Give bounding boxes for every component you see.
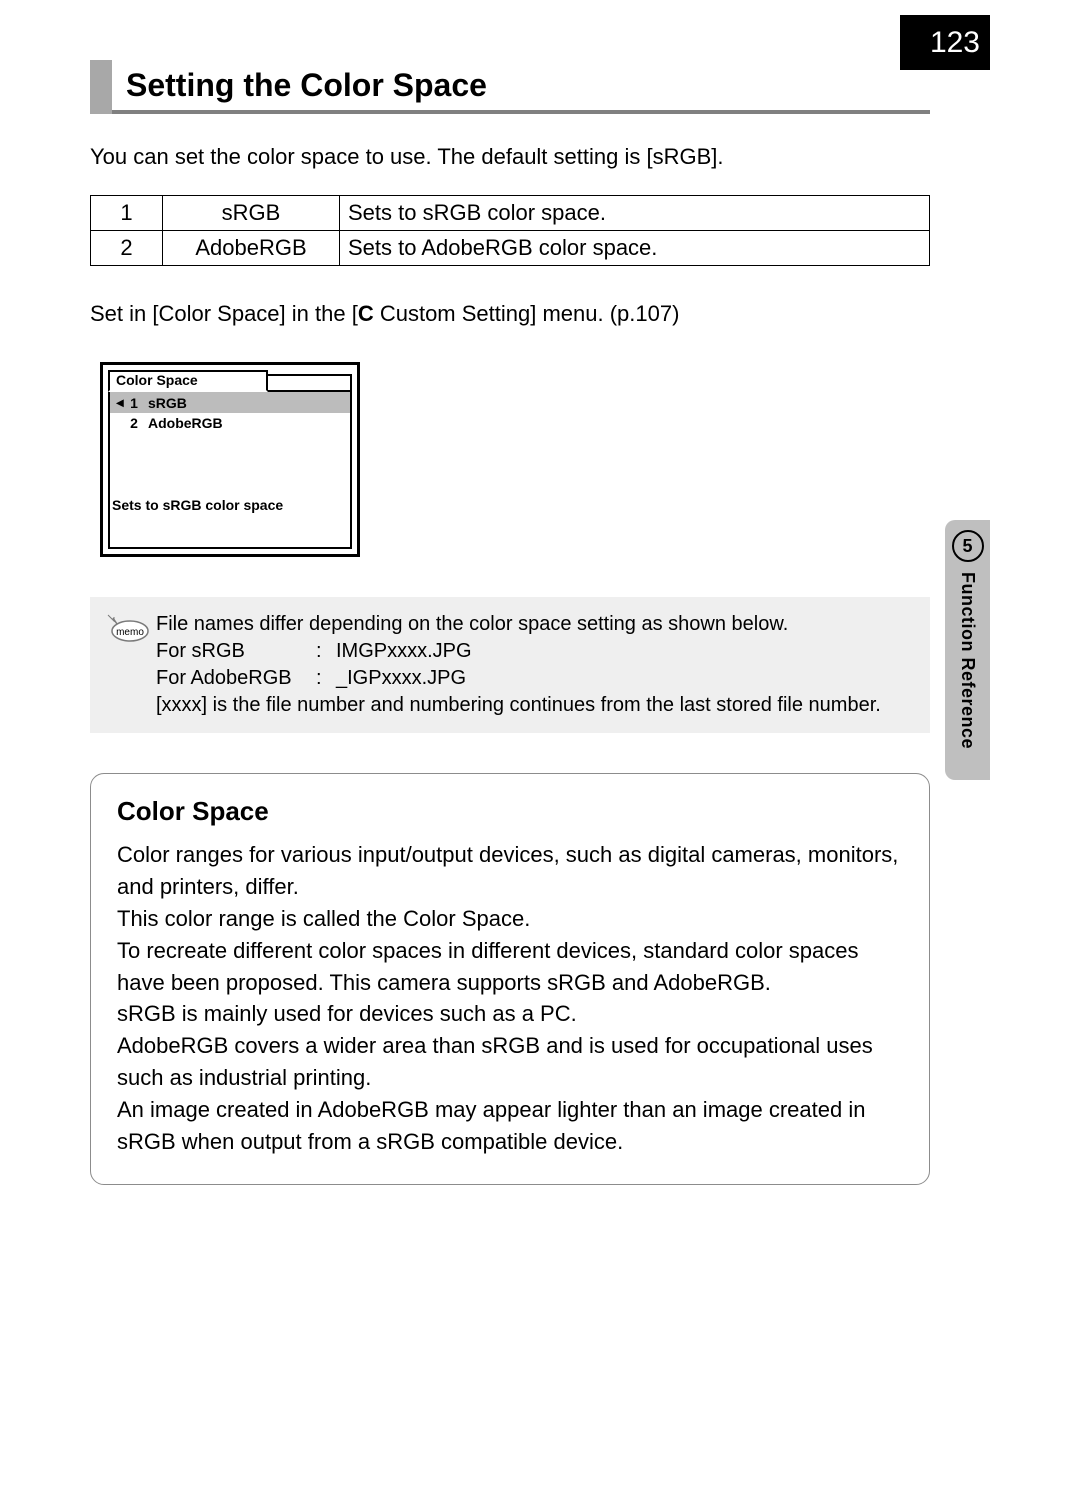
lcd-option-selected: ◂ 1 sRGB: [110, 392, 350, 413]
heading-bar: Setting the Color Space: [90, 60, 930, 114]
page-title: Setting the Color Space: [112, 60, 930, 114]
option-desc: Sets to AdobeRGB color space.: [340, 231, 930, 266]
lcd-body: ◂ 1 sRGB 2 AdobeRGB Sets to sRGB color s…: [108, 390, 352, 549]
memo-row-kv: For sRGB : IMGPxxxx.JPG: [156, 638, 881, 665]
memo-key: For sRGB: [156, 638, 316, 665]
set-line-pre: Set in [Color Space] in the [: [90, 301, 358, 326]
set-line-bold: C: [358, 301, 374, 326]
side-tab: 5 Function Reference: [945, 520, 990, 780]
section-number-badge: 5: [952, 530, 984, 562]
set-line-post: Custom Setting] menu. (p.107): [374, 301, 680, 326]
info-title: Color Space: [117, 796, 903, 827]
memo-value: IMGPxxxx.JPG: [336, 638, 472, 665]
lcd-bottom-gap: [110, 517, 350, 547]
options-table: 1 sRGB Sets to sRGB color space. 2 Adobe…: [90, 195, 930, 266]
info-box: Color Space Color ranges for various inp…: [90, 773, 930, 1185]
memo-icon-cell: memo: [106, 611, 156, 648]
table-row: 2 AdobeRGB Sets to AdobeRGB color space.: [91, 231, 930, 266]
content-column: Setting the Color Space You can set the …: [90, 60, 930, 1185]
memo-icon: memo: [106, 613, 150, 643]
memo-text: File names differ depending on the color…: [156, 611, 881, 719]
lcd-tab-row: Color Space: [108, 370, 352, 392]
lcd-option-index: 1: [126, 395, 142, 411]
intro-paragraph: You can set the color space to use. The …: [90, 144, 930, 170]
memo-sep: :: [316, 638, 336, 665]
memo-sep: :: [316, 665, 336, 692]
lcd-spacer: [110, 433, 350, 493]
lcd-option-label: sRGB: [148, 395, 187, 411]
section-title: Function Reference: [957, 572, 978, 749]
section-number: 5: [962, 536, 972, 557]
lcd-hint-text: Sets to sRGB color space: [110, 493, 350, 517]
memo-icon-label: memo: [116, 627, 144, 638]
memo-row-kv: For AdobeRGB : _IGPxxxx.JPG: [156, 665, 881, 692]
left-arrow-icon: ◂: [114, 394, 126, 411]
page: 123 5 Function Reference Setting the Col…: [0, 0, 1080, 1504]
info-body: Color ranges for various input/output de…: [117, 839, 903, 1158]
heading-accent-block: [90, 60, 112, 114]
lcd-option-index: 2: [126, 415, 142, 431]
option-name: AdobeRGB: [163, 231, 340, 266]
lcd-panel: Color Space ◂ 1 sRGB 2 AdobeRGB S: [100, 362, 360, 557]
page-number-box: 123: [900, 15, 990, 70]
page-number: 123: [930, 26, 980, 60]
option-name: sRGB: [163, 196, 340, 231]
option-number: 2: [91, 231, 163, 266]
lcd-tab-title: Color Space: [108, 370, 268, 392]
option-number: 1: [91, 196, 163, 231]
memo-line: [xxxx] is the file number and numbering …: [156, 692, 881, 719]
memo-value: _IGPxxxx.JPG: [336, 665, 466, 692]
lcd-illustration: Color Space ◂ 1 sRGB 2 AdobeRGB S: [100, 362, 930, 557]
memo-line: File names differ depending on the color…: [156, 611, 881, 638]
lcd-option-label: AdobeRGB: [148, 415, 223, 431]
option-desc: Sets to sRGB color space.: [340, 196, 930, 231]
memo-box: memo File names differ depending on the …: [90, 597, 930, 733]
table-row: 1 sRGB Sets to sRGB color space.: [91, 196, 930, 231]
memo-key: For AdobeRGB: [156, 665, 316, 692]
lcd-option: 2 AdobeRGB: [110, 413, 350, 433]
menu-location-line: Set in [Color Space] in the [C Custom Se…: [90, 301, 930, 327]
